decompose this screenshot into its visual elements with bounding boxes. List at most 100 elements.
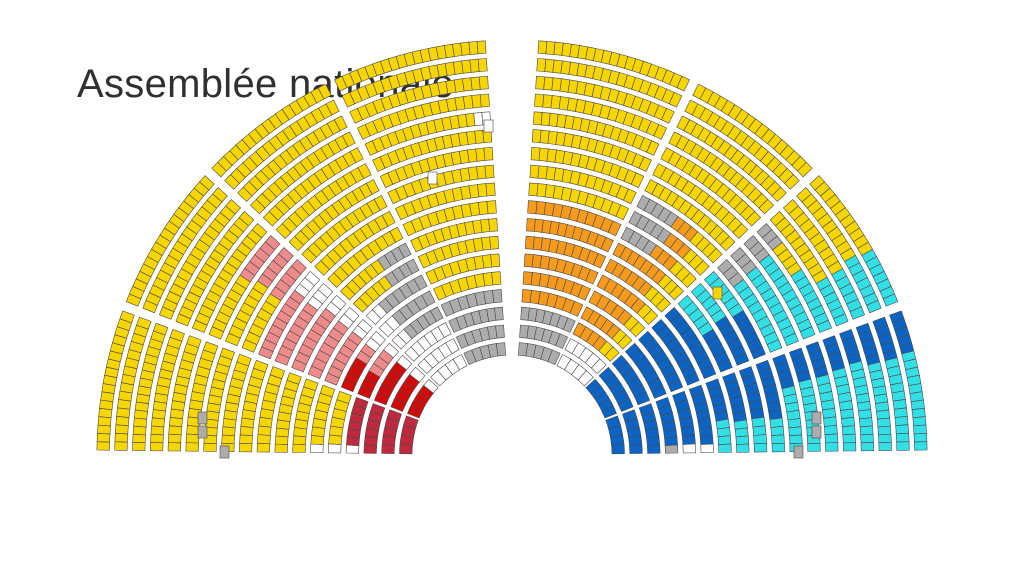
seat (264, 235, 281, 251)
seat (849, 306, 865, 320)
seat (114, 441, 128, 451)
seat (239, 434, 253, 445)
seat (236, 353, 252, 367)
seat-sector (334, 40, 506, 366)
seat (833, 313, 849, 327)
seat (787, 418, 802, 429)
seat (168, 425, 183, 436)
seat (842, 433, 857, 444)
seat (495, 324, 505, 339)
seat (528, 182, 539, 197)
seat (403, 415, 419, 429)
seat (399, 443, 413, 455)
seat (913, 432, 928, 443)
seat (667, 379, 684, 393)
seat (646, 140, 660, 156)
seat (489, 235, 500, 250)
seat (150, 433, 164, 444)
seat (219, 347, 235, 361)
seat (370, 330, 386, 347)
seat (878, 441, 892, 451)
seat (119, 310, 135, 324)
seat (758, 198, 775, 215)
seat (481, 254, 493, 269)
seat (292, 443, 306, 453)
seat (859, 425, 874, 436)
seat (630, 172, 645, 188)
seat (732, 223, 749, 239)
seat (336, 390, 352, 404)
seat (646, 444, 661, 454)
seat (745, 210, 762, 227)
seat (186, 335, 202, 348)
seat (386, 409, 402, 423)
seat (736, 443, 750, 453)
seat (373, 194, 388, 211)
seat (770, 425, 785, 437)
seat (437, 322, 452, 338)
seat (365, 179, 380, 195)
seat (698, 426, 713, 437)
seat (811, 425, 822, 439)
seat (784, 174, 800, 190)
seat (475, 147, 486, 162)
seat (317, 83, 332, 100)
seat (429, 306, 444, 322)
seat (341, 131, 356, 148)
seat (97, 424, 111, 435)
seat (136, 316, 152, 330)
seat (197, 411, 208, 425)
seat-sector (518, 40, 690, 366)
seat (317, 282, 334, 299)
seat (842, 442, 857, 452)
seat (484, 164, 495, 179)
seat (750, 346, 766, 360)
seat (896, 441, 910, 451)
seat (684, 372, 700, 386)
seat (257, 434, 271, 445)
seat (169, 329, 185, 342)
seat (653, 124, 667, 140)
seat (474, 129, 485, 144)
seat (423, 378, 439, 394)
seat (460, 41, 471, 56)
seat (167, 433, 182, 444)
seat (716, 427, 731, 438)
seat (381, 444, 395, 454)
seat (682, 443, 697, 454)
seat (479, 93, 490, 108)
seat (536, 58, 547, 72)
seat (413, 274, 428, 291)
seat (783, 332, 799, 347)
seat (492, 289, 503, 304)
seat (555, 333, 569, 349)
seat (894, 415, 909, 427)
seat (628, 435, 643, 446)
seat (238, 211, 255, 227)
seat (319, 384, 336, 398)
seat (290, 258, 307, 275)
seat (668, 92, 683, 108)
seat (717, 359, 733, 373)
seat (893, 407, 908, 418)
seat (535, 75, 546, 90)
seat-sector (211, 83, 468, 387)
seat (221, 426, 236, 437)
seat (799, 326, 816, 340)
seat (753, 434, 767, 445)
seat (617, 334, 633, 350)
seat (115, 415, 130, 427)
seat (532, 111, 543, 126)
seat (225, 199, 242, 215)
seat (895, 432, 910, 443)
seat (823, 425, 838, 436)
seat (409, 366, 426, 383)
seat (522, 271, 533, 286)
seat (480, 218, 491, 233)
seat (357, 163, 372, 180)
seat (680, 272, 697, 289)
seat (895, 424, 910, 435)
seat (664, 444, 679, 454)
seat (860, 442, 875, 452)
